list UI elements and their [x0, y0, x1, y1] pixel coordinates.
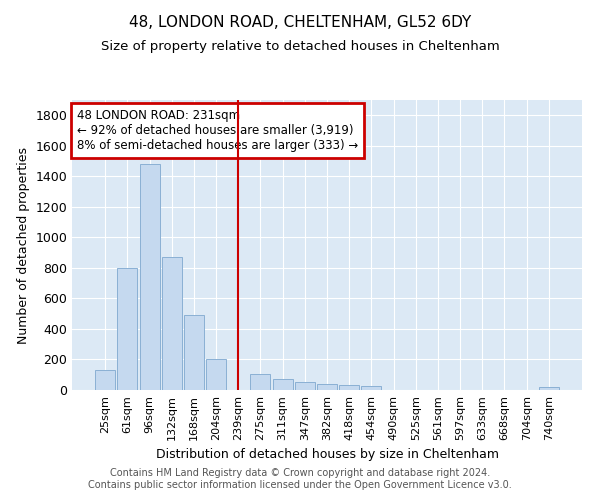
Bar — [95, 370, 115, 390]
Bar — [184, 315, 204, 390]
Bar — [140, 164, 160, 390]
Bar — [272, 380, 293, 390]
Bar — [539, 387, 559, 390]
Bar — [206, 358, 226, 390]
Bar — [339, 386, 359, 390]
Bar — [250, 374, 271, 390]
Text: 48, LONDON ROAD, CHELTENHAM, GL52 6DY: 48, LONDON ROAD, CHELTENHAM, GL52 6DY — [129, 15, 471, 30]
Text: 48 LONDON ROAD: 231sqm
← 92% of detached houses are smaller (3,919)
8% of semi-d: 48 LONDON ROAD: 231sqm ← 92% of detached… — [77, 108, 358, 152]
Bar — [317, 384, 337, 390]
Text: Contains HM Land Registry data © Crown copyright and database right 2024.
Contai: Contains HM Land Registry data © Crown c… — [88, 468, 512, 490]
Bar — [295, 382, 315, 390]
Bar — [118, 268, 137, 390]
Bar — [361, 386, 382, 390]
Bar — [162, 257, 182, 390]
X-axis label: Distribution of detached houses by size in Cheltenham: Distribution of detached houses by size … — [155, 448, 499, 461]
Text: Size of property relative to detached houses in Cheltenham: Size of property relative to detached ho… — [101, 40, 499, 53]
Y-axis label: Number of detached properties: Number of detached properties — [17, 146, 30, 344]
